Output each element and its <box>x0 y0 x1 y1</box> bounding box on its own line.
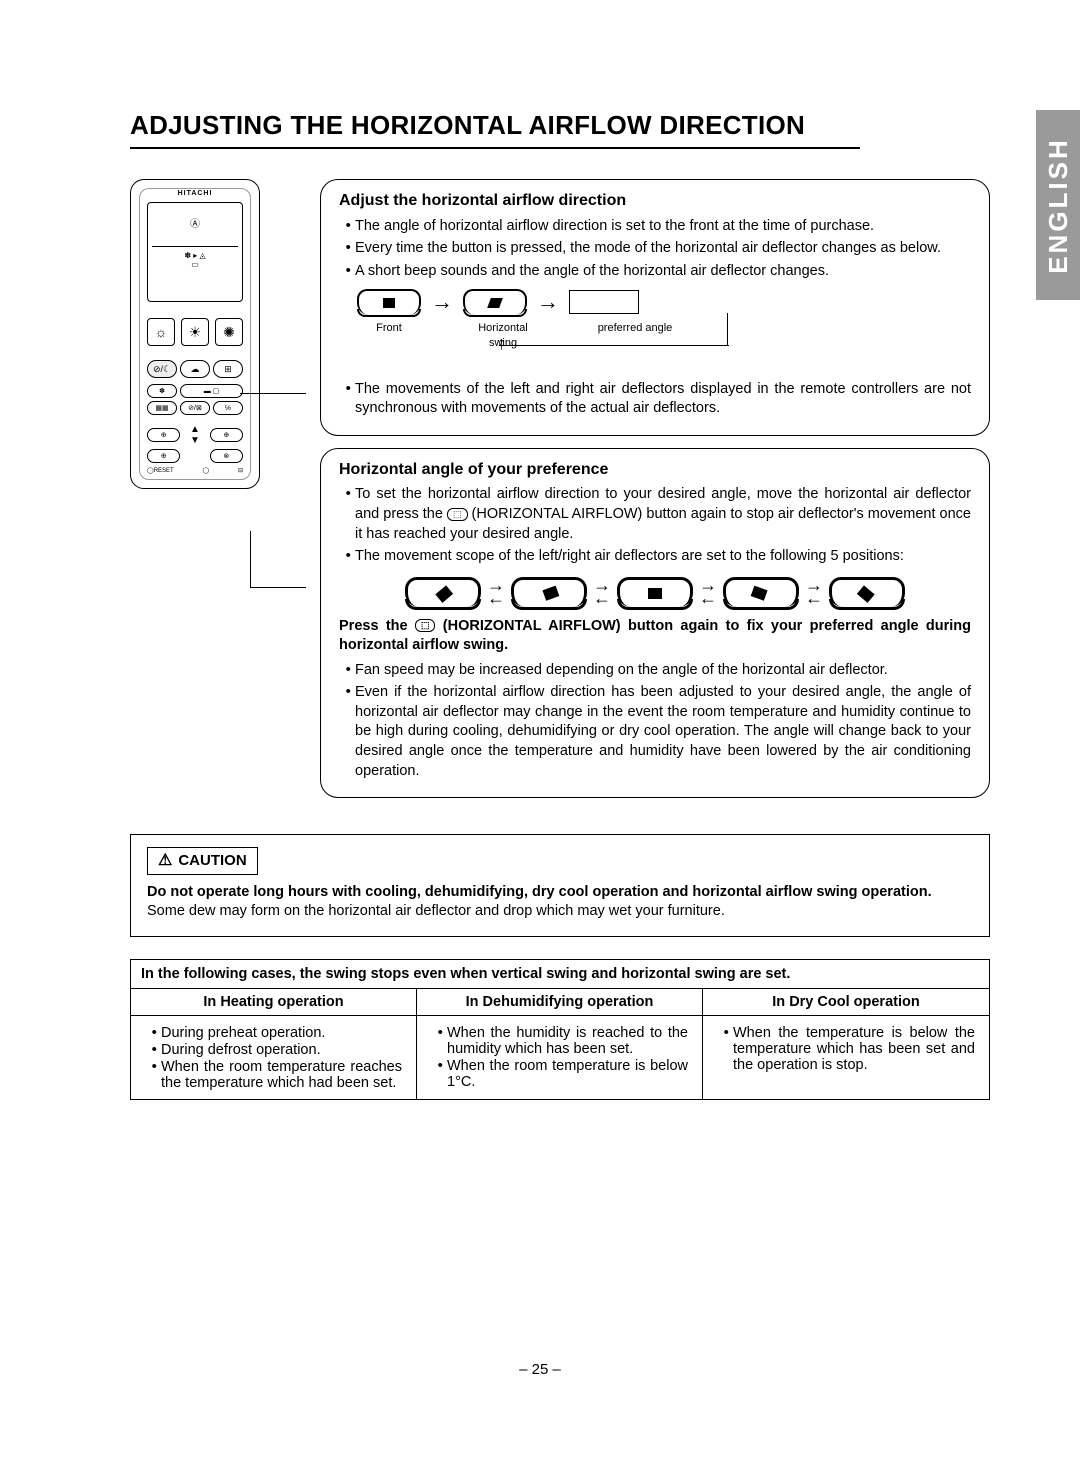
horizontal-airflow-button-icon: ⬚ <box>447 508 468 521</box>
table-cell: During preheat operation. During defrost… <box>131 1016 417 1099</box>
caution-text: Some dew may form on the horizontal air … <box>147 902 973 922</box>
table-header: In Dehumidifying operation <box>417 989 703 1015</box>
box1-bullet: The angle of horizontal airflow directio… <box>355 216 971 237</box>
remote-btn: ⊕ <box>147 449 180 463</box>
box2-bullet: To set the horizontal airflow direction … <box>355 484 971 544</box>
remote-reset-label: ◯RESET <box>147 467 174 474</box>
box2-bullet: Fan speed may be increased depending on … <box>355 660 971 681</box>
info-box-adjust: Adjust the horizontal airflow direction … <box>320 179 990 436</box>
warning-icon: ⚠ <box>158 850 172 872</box>
remote-mode-btn: ☼ <box>147 318 175 346</box>
remote-btn: ⊕ <box>210 428 243 442</box>
table-header: In Heating operation <box>131 989 417 1015</box>
remote-btn: ⊘/⊠ <box>180 401 210 415</box>
info-box-preference: Horizontal angle of your preference To s… <box>320 448 990 798</box>
remote-brand: HITACHI <box>131 190 259 197</box>
table-title: In the following cases, the swing stops … <box>131 960 989 989</box>
box1-bullet: A short beep sounds and the angle of the… <box>355 261 971 282</box>
remote-btn: ℅ <box>213 401 243 415</box>
box1-bullet: Every time the button is pressed, the mo… <box>355 238 971 259</box>
page-number: – 25 – <box>0 1361 1080 1378</box>
box1-note: The movements of the left and right air … <box>355 379 971 419</box>
remote-btn: ⊞ <box>213 360 243 378</box>
caution-label: ⚠ CAUTION <box>147 847 258 875</box>
table-header: In Dry Cool operation <box>703 989 989 1015</box>
box1-heading: Adjust the horizontal airflow direction <box>339 190 971 212</box>
remote-illustration: HITACHI Ⓐ ✽ ▸ ◬▭ ☼ ☀ ✺ ⊘/☾ ☁ ⊞ ✽ ▬ ▢ <box>130 179 260 489</box>
box2-heading: Horizontal angle of your preference <box>339 459 971 481</box>
remote-mode-btn: ✺ <box>215 318 243 346</box>
swing-stop-table: In the following cases, the swing stops … <box>130 959 990 1100</box>
caution-box: ⚠ CAUTION Do not operate long hours with… <box>130 834 990 937</box>
flow-labels: Front Horizontal swing preferred angle <box>357 321 971 351</box>
remote-screen: Ⓐ ✽ ▸ ◬▭ <box>147 202 243 302</box>
box2-bullet: The movement scope of the left/right air… <box>355 546 971 567</box>
positions-diagram: →← →← →← →← <box>339 577 971 607</box>
box2-bullet: Even if the horizontal airflow direction… <box>355 682 971 781</box>
remote-btn: ☁ <box>180 360 210 378</box>
remote-btn: ⊗ <box>210 449 243 463</box>
flow-diagram: → → <box>357 287 971 317</box>
horizontal-airflow-button-icon: ⬚ <box>415 619 436 632</box>
caution-bold: Do not operate long hours with cooling, … <box>147 883 973 903</box>
box2-bold: Press the ⬚ (HORIZONTAL AIRFLOW) button … <box>339 617 971 656</box>
remote-btn: ✽ <box>147 384 177 398</box>
remote-updown: ▲▼ <box>183 424 206 446</box>
page-title: ADJUSTING THE HORIZONTAL AIRFLOW DIRECTI… <box>130 110 990 141</box>
remote-btn: ⊕ <box>147 428 180 442</box>
title-rule <box>130 147 860 149</box>
table-cell: When the humidity is reached to the humi… <box>417 1016 703 1099</box>
remote-mode-btn: ☀ <box>181 318 209 346</box>
remote-btn: ▬ ▢ <box>180 384 243 398</box>
remote-btn: ⊘/☾ <box>147 360 177 378</box>
remote-btn: ▦▦ <box>147 401 177 415</box>
table-cell: When the temperature is below the temper… <box>703 1016 989 1099</box>
